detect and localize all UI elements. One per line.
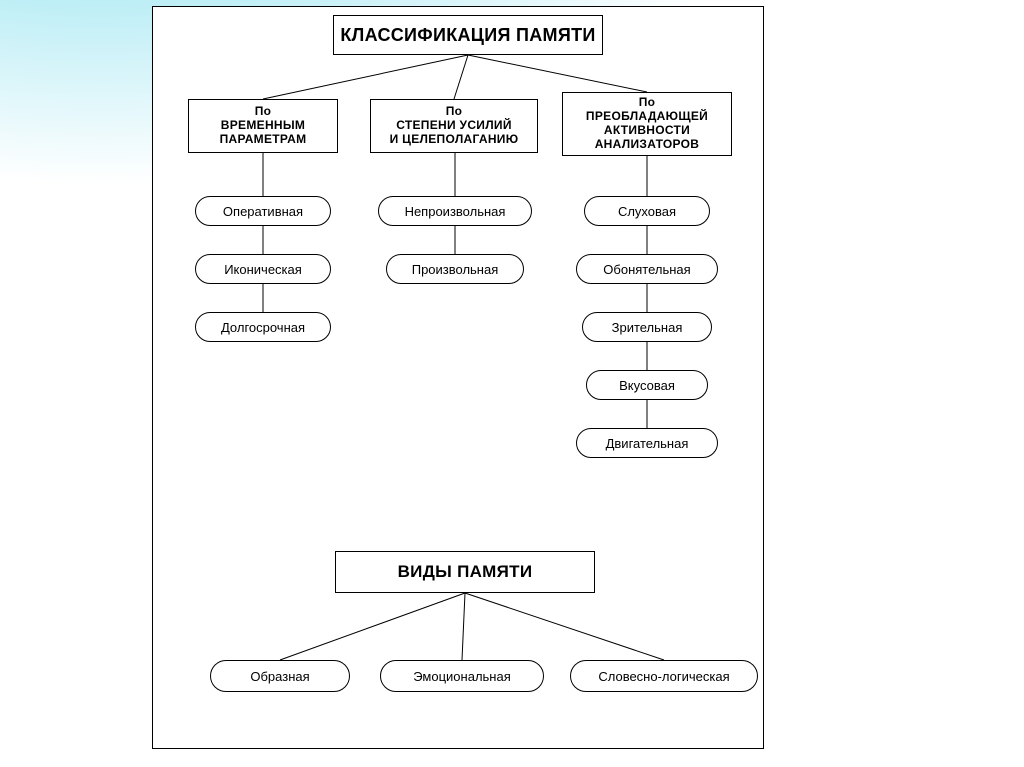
category-label: ПоСТЕПЕНИ УСИЛИЙИ ЦЕЛЕПОЛАГАНИЮ [390, 105, 519, 146]
types-title-text: ВИДЫ ПАМЯТИ [398, 562, 533, 582]
col3-item-3: Вкусовая [586, 370, 708, 400]
col3-item-1: Обонятельная [576, 254, 718, 284]
pill-label: Словесно-логическая [598, 669, 729, 684]
pill-label: Образная [250, 669, 309, 684]
pill-label: Произвольная [412, 262, 499, 277]
pill-label: Долгосрочная [221, 320, 305, 335]
col1-item-2: Долгосрочная [195, 312, 331, 342]
pill-label: Зрительная [612, 320, 683, 335]
col3-item-2: Зрительная [582, 312, 712, 342]
category-label: ПоВРЕМЕННЫМПАРАМЕТРАМ [220, 105, 307, 146]
types-item-2: Словесно-логическая [570, 660, 758, 692]
pill-label: Иконическая [224, 262, 302, 277]
types-item-0: Образная [210, 660, 350, 692]
category-effort: ПоСТЕПЕНИ УСИЛИЙИ ЦЕЛЕПОЛАГАНИЮ [370, 99, 538, 153]
pill-label: Оперативная [223, 204, 303, 219]
col2-item-1: Произвольная [386, 254, 524, 284]
col2-item-0: Непроизвольная [378, 196, 532, 226]
col3-item-0: Слуховая [584, 196, 710, 226]
category-analyzer: ПоПРЕОБЛАДАЮЩЕЙАКТИВНОСТИАНАЛИЗАТОРОВ [562, 92, 732, 156]
root-title-text: КЛАССИФИКАЦИЯ ПАМЯТИ [340, 25, 595, 46]
col1-item-0: Оперативная [195, 196, 331, 226]
types-title: ВИДЫ ПАМЯТИ [335, 551, 595, 593]
pill-label: Эмоциональная [413, 669, 511, 684]
col3-item-4: Двигательная [576, 428, 718, 458]
category-label: ПоПРЕОБЛАДАЮЩЕЙАКТИВНОСТИАНАЛИЗАТОРОВ [586, 96, 708, 151]
pill-label: Слуховая [618, 204, 676, 219]
pill-label: Обонятельная [603, 262, 690, 277]
pill-label: Непроизвольная [405, 204, 506, 219]
root-title: КЛАССИФИКАЦИЯ ПАМЯТИ [333, 15, 603, 55]
pill-label: Вкусовая [619, 378, 675, 393]
types-item-1: Эмоциональная [380, 660, 544, 692]
pill-label: Двигательная [606, 436, 689, 451]
col1-item-1: Иконическая [195, 254, 331, 284]
category-temporal: ПоВРЕМЕННЫМПАРАМЕТРАМ [188, 99, 338, 153]
